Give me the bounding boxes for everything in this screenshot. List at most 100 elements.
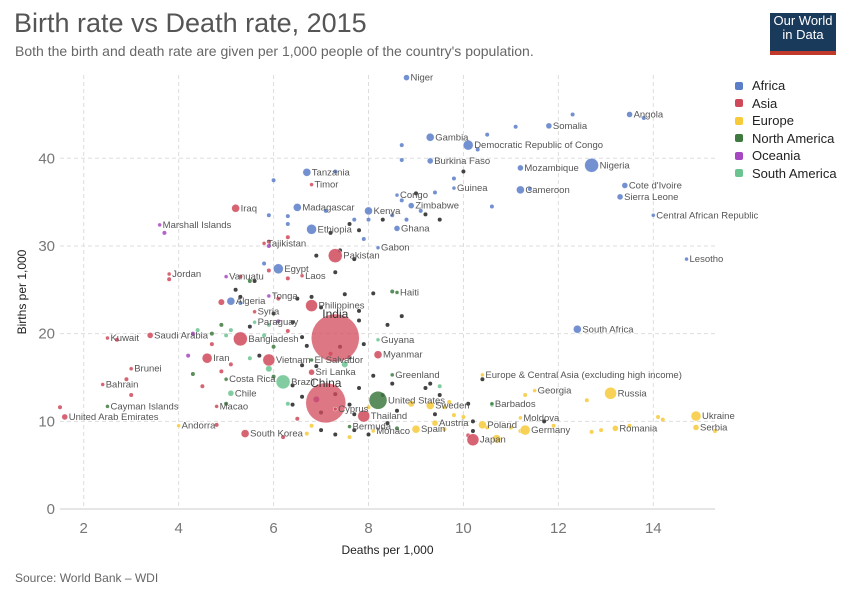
point-label: Cyprus [338,404,368,415]
data-point [357,308,362,313]
legend-item[interactable]: Africa [735,77,837,95]
data-point [599,428,604,433]
data-point [309,423,314,428]
data-point [100,382,105,387]
data-point [612,425,619,432]
data-point [209,342,214,347]
point-label: Cameroon [525,185,569,196]
data-point [305,299,318,312]
x-tick-label: 12 [550,520,567,537]
legend-label: Asia [752,95,778,111]
point-label: Costa Rica [229,374,276,385]
data-point [273,263,284,274]
point-label: Ghana [401,223,430,234]
x-axis-label: Deaths per 1,000 [341,543,433,557]
point-label: Bahrain [106,379,139,390]
point-label: Monaco [376,426,410,437]
data-point [371,373,376,378]
point-label: Barbados [495,399,536,410]
data-point [271,311,276,316]
data-point [61,413,68,421]
point-label: Laos [305,271,326,282]
data-point [58,405,62,410]
data-point [309,294,314,299]
data-point [300,363,305,368]
x-tick-label: 4 [174,520,182,537]
point-label: Macao [220,401,249,412]
data-point [584,398,589,403]
chart-title: Birth rate vs Death rate, 2015 [14,8,367,38]
point-label: Tanzania [312,167,351,178]
legend-item[interactable]: Asia [735,95,837,113]
point-label: Japan [480,435,506,446]
point-label: Burkina Faso [434,156,490,167]
data-point [228,362,233,367]
data-point [262,333,267,338]
data-point [508,425,513,430]
point-label: Bermuda [353,422,392,433]
data-point [231,204,240,213]
data-point [393,225,401,232]
data-point [333,169,338,174]
point-label: Cayman Islands [110,401,178,412]
data-point [451,413,456,418]
data-point [366,405,371,410]
point-label: India [322,307,348,321]
data-point [176,423,181,428]
data-point [589,429,594,434]
point-label: United States [388,395,445,406]
data-point [252,309,257,314]
data-point [128,366,134,371]
x-tick-label: 14 [645,520,662,537]
data-point [302,168,312,177]
legend-label: South America [752,165,837,181]
data-point [375,245,381,250]
point-label: Cote d'Ivoire [629,180,682,191]
data-point [418,208,423,213]
data-point [228,328,233,333]
data-point [233,331,248,347]
data-point [432,412,437,417]
data-point [489,204,494,209]
data-point [475,147,480,152]
data-point [314,364,319,369]
data-point [281,435,286,440]
data-point [129,393,134,398]
point-label: Serbia [700,422,728,433]
data-point [423,212,428,217]
legend-item[interactable]: North America [735,130,837,148]
data-point [690,410,702,422]
x-tick-label: 8 [364,520,372,537]
data-point [271,374,276,379]
source-note[interactable]: Source: World Bank – WDI [15,571,159,585]
data-point [266,268,271,273]
data-point [275,374,291,390]
legend-swatch [735,134,743,143]
point-label: China [310,376,342,390]
data-point [293,203,302,212]
point-label: United Arab Emirates [69,412,159,423]
y-tick-label: 10 [38,413,55,430]
data-point [361,236,366,241]
point-label: Sierra Leone [624,192,678,203]
owid-logo[interactable]: Our World in Data [770,13,836,55]
chart-subtitle: Both the birth and death rate are given … [15,43,534,59]
data-point [266,322,271,327]
data-point [219,322,224,327]
data-point [462,139,474,151]
data-point [352,412,357,417]
data-point [247,324,252,329]
data-point [300,394,305,399]
legend-item[interactable]: South America [735,165,837,183]
legend-swatch [735,99,743,108]
legend-item[interactable]: Europe [735,112,837,130]
data-point [333,406,338,412]
data-point [375,337,381,342]
data-point [224,401,229,406]
data-point [461,414,466,419]
legend-item[interactable]: Oceania [735,147,837,165]
point-label: Democratic Republic of Congo [474,140,603,151]
data-point [390,213,395,218]
point-label: Bangladesh [248,334,298,345]
